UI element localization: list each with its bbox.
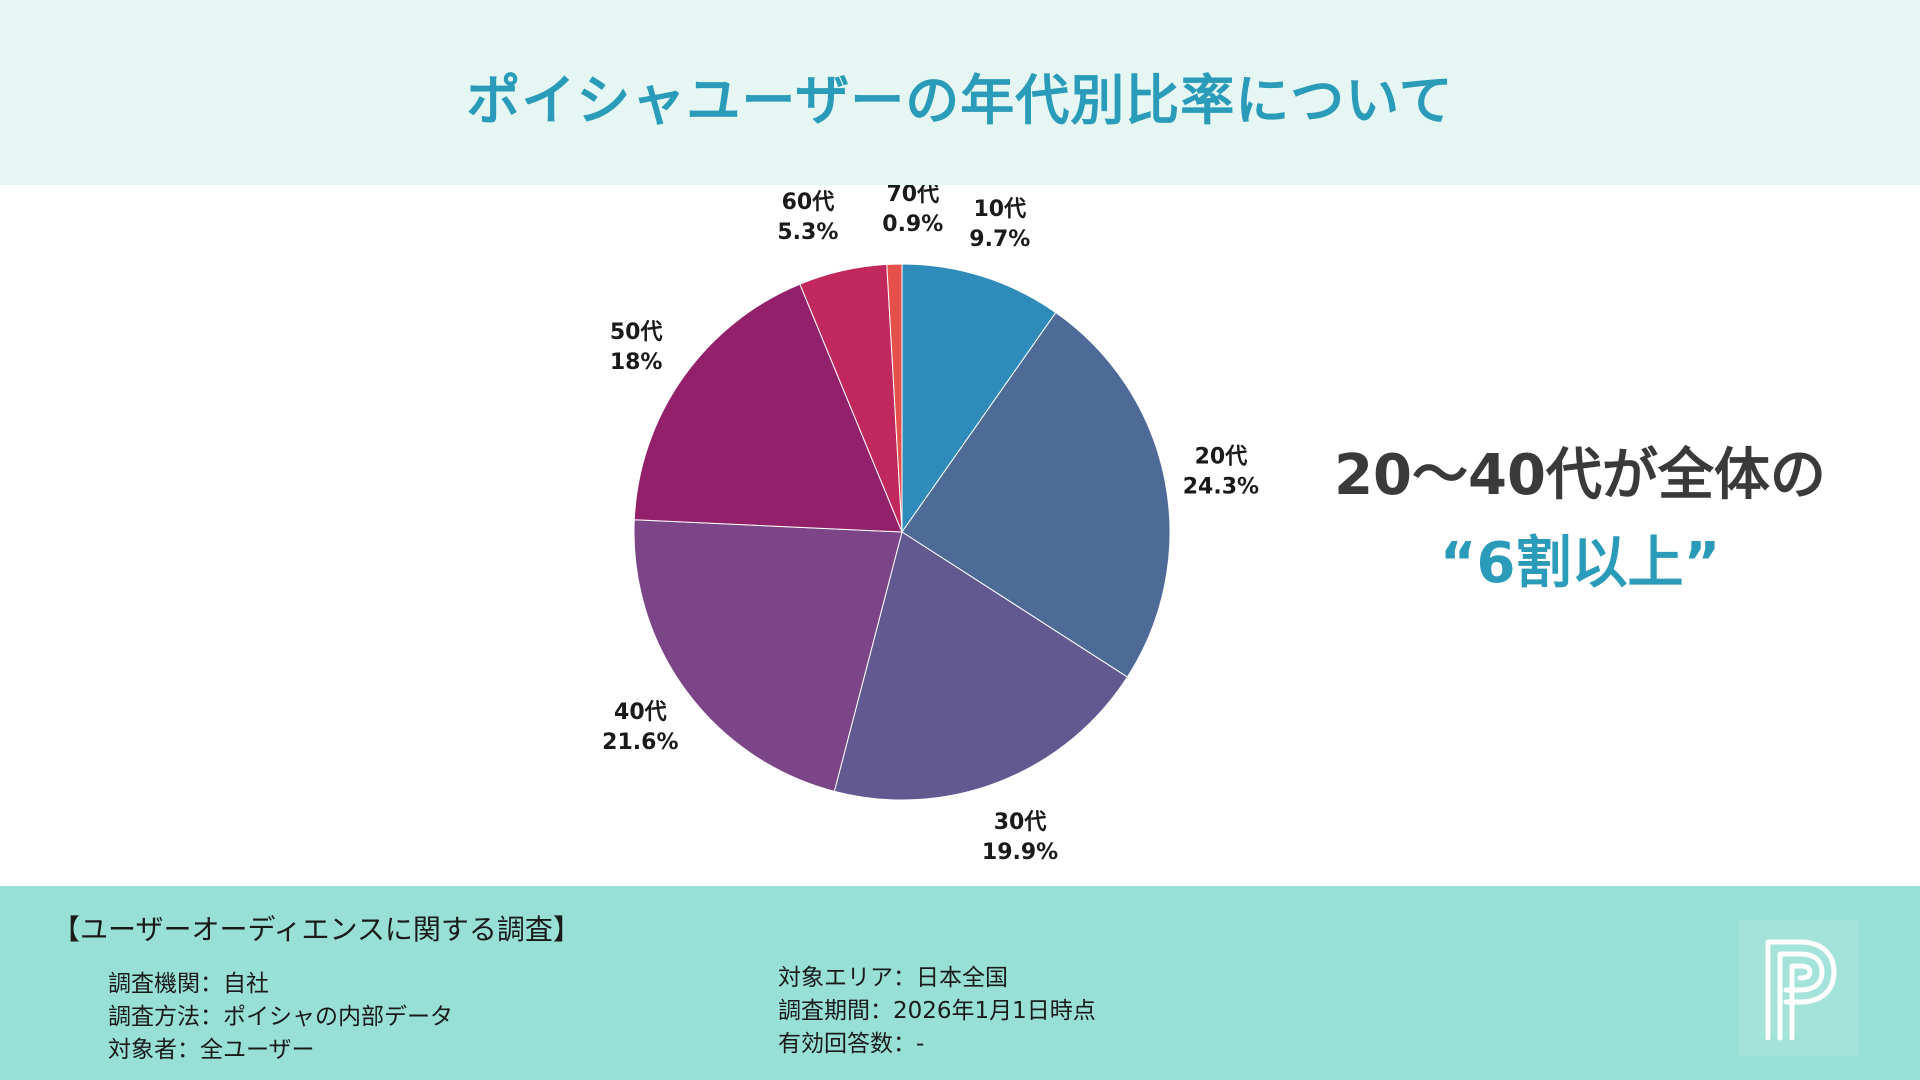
pie-slice-2: [901, 311, 1171, 678]
pie-slice-3: [833, 531, 1129, 801]
pie-slice-7: [886, 263, 903, 533]
slice-label-3: 30代 19.9%: [982, 810, 1058, 865]
slice-label-4: 40代 21.6%: [602, 700, 678, 755]
survey-item-period: 調査期間：2026年1月1日時点: [778, 998, 1096, 1024]
survey-details-left: 調査機関：自社 調査方法：ポイシャの内部データ 対象者：全ユーザー: [108, 968, 453, 1067]
survey-item-responses: 有効回答数：-: [778, 1031, 925, 1057]
headline-line-1: 20〜40代が全体の: [1334, 443, 1826, 508]
slice-label-6: 60代 5.3%: [777, 190, 838, 245]
slice-label-7: 70代 0.9%: [882, 185, 943, 237]
pie-slice-1: [901, 263, 1057, 534]
page-title: ポイシャユーザーの年代別比率について: [466, 69, 1454, 132]
slice-label-5: 50代 18%: [610, 320, 663, 375]
headline-line-2: “6割以上”: [1439, 531, 1721, 596]
survey-details-right: 対象エリア：日本全国 調査期間：2026年1月1日時点 有効回答数：-: [778, 962, 1096, 1061]
survey-item-area: 対象エリア：日本全国: [778, 965, 1008, 991]
survey-footer: 【ユーザーオーディエンスに関する調査】 調査機関：自社 調査方法：ポイシャの内部…: [0, 886, 1920, 1080]
poisha-p-logo-icon: [1738, 920, 1858, 1056]
pie-chart: 10代 9.7% 20代 24.3% 30代 19.9% 40代 21.6% 50代 18% 60代…: [602, 185, 1259, 865]
pie-slice-4: [633, 519, 903, 792]
survey-title: 【ユーザーオーディエンスに関する調査】: [52, 913, 581, 946]
survey-item-target: 対象者：全ユーザー: [108, 1037, 315, 1063]
pie-slice-5: [633, 283, 903, 533]
survey-item-method: 調査方法：ポイシャの内部データ: [108, 1004, 453, 1030]
survey-item-organization: 調査機関：自社: [108, 971, 269, 997]
slice-label-1: 10代 9.7%: [969, 197, 1030, 252]
slice-label-2: 20代 24.3%: [1183, 444, 1259, 499]
header-band: ポイシャユーザーの年代別比率について: [0, 0, 1920, 185]
